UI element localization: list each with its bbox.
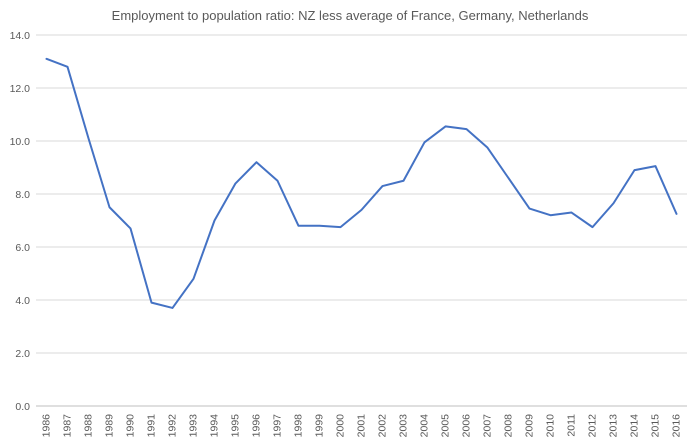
y-tick-label: 4.0: [15, 295, 30, 307]
x-tick-label: 2004: [419, 414, 431, 438]
x-tick-label: 1987: [62, 414, 74, 438]
y-tick-label: 10.0: [10, 136, 31, 148]
chart-title: Employment to population ratio: NZ less …: [112, 8, 589, 23]
x-tick-label: 2000: [335, 414, 347, 438]
y-tick-label: 12.0: [10, 83, 31, 95]
x-tick-label: 1995: [230, 414, 242, 438]
x-tick-label: 1992: [167, 414, 179, 438]
gridlines: [36, 34, 687, 354]
x-tick-label: 2010: [545, 414, 557, 438]
x-tick-label: 2006: [461, 414, 473, 438]
series-line: [45, 57, 678, 309]
y-tick-label: 2.0: [15, 348, 30, 360]
x-tick-label: 2008: [503, 414, 515, 438]
x-tick-label: 2012: [587, 414, 599, 438]
x-tick-label: 1991: [146, 414, 158, 438]
x-tick-label: 2009: [524, 414, 536, 438]
x-tick-label: 1989: [104, 414, 116, 438]
x-tick-label: 1996: [251, 414, 263, 438]
x-tick-label: 1988: [83, 414, 95, 438]
series-lines: [45, 57, 678, 309]
x-tick-label: 1997: [272, 414, 284, 438]
x-tick-label: 1999: [314, 414, 326, 438]
y-tick-label: 0.0: [15, 401, 30, 413]
x-tick-label: 1994: [209, 414, 221, 438]
x-tick-label: 2013: [608, 414, 620, 438]
x-tick-label: 2001: [356, 414, 368, 438]
y-tick-label: 8.0: [15, 189, 30, 201]
x-tick-label: 1986: [41, 414, 53, 438]
y-tick-label: 14.0: [10, 30, 31, 42]
x-tick-label: 1993: [188, 414, 200, 438]
x-tick-label: 2002: [377, 414, 389, 438]
x-tick-label: 2011: [566, 414, 578, 437]
y-tick-label: 6.0: [15, 242, 30, 254]
x-tick-label: 2015: [650, 414, 662, 438]
x-tick-label: 2003: [398, 414, 410, 438]
x-tick-label: 2014: [629, 414, 641, 438]
x-tick-label: 2005: [440, 414, 452, 438]
x-tick-label: 1990: [125, 414, 137, 438]
x-tick-label: 1998: [293, 414, 305, 438]
x-tick-label: 2007: [482, 414, 494, 438]
y-axis-ticks: 0.0 2.0 4.0 6.0 8.0 10.0 12.0 14.0: [10, 30, 31, 413]
x-axis-ticks: 1986 1987 1988 1989 1990 1991 1992 1993 1994 1995…: [41, 414, 683, 438]
x-tick-label: 2016: [671, 414, 683, 438]
